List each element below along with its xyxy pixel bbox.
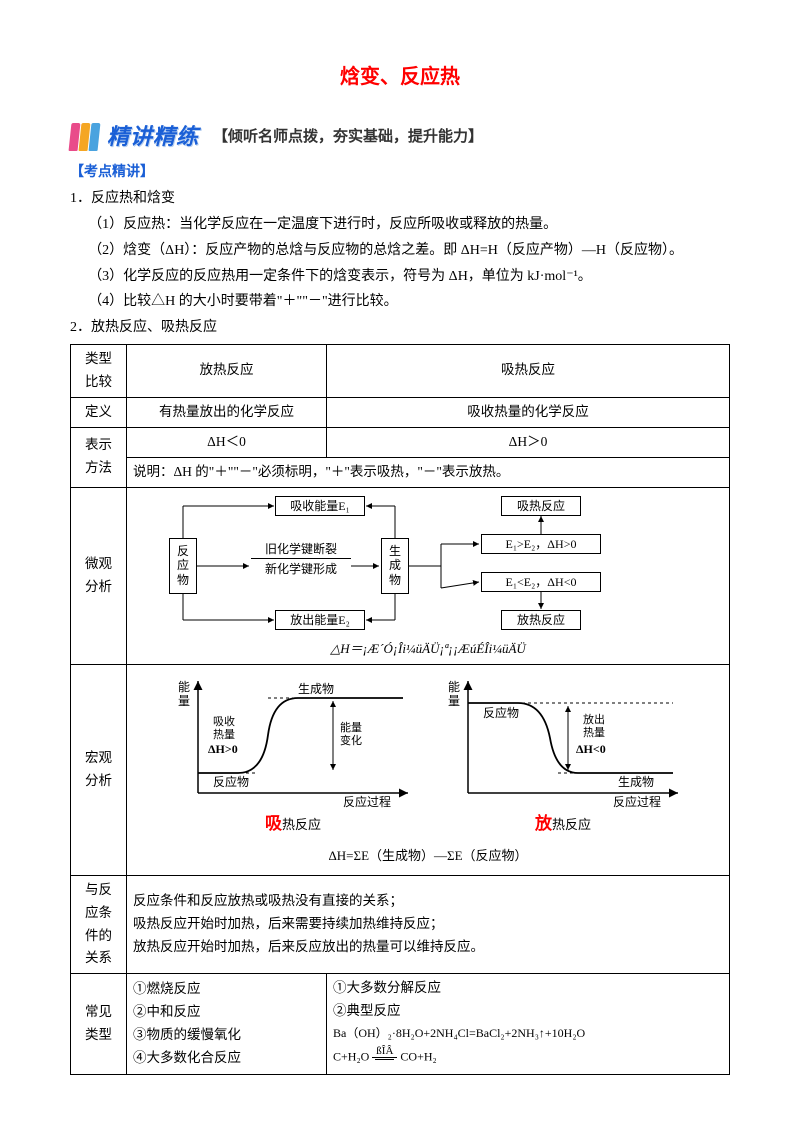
macro-charts: 能量 反应过程 生成物 反应物 吸收 热量 ΔH>0 能量 变化 [131,673,725,839]
banner-title: 精讲精练 [107,118,199,155]
svg-text:量: 量 [178,694,190,708]
svg-text:反应物: 反应物 [213,774,249,789]
table-row: 表示 方法 ΔH＜0 ΔH＞0 [71,427,730,457]
heading-2: 2．放热反应、吸热反应 [70,316,730,340]
heading-1: 1．反应热和焓变 [70,187,730,211]
svg-text:能: 能 [448,680,460,694]
endo-type-2: ②典型反应 [333,1000,723,1023]
para-1-1: （1）反应热：当化学反应在一定温度下进行时，反应所吸收或释放的热量。 [70,213,730,237]
box-exo: 放热反应 [501,610,581,630]
table-row: 说明：ΔH 的"＋""－"必须标明，"＋"表示吸热，"－"表示放热。 [71,457,730,487]
cell-endo-header: 吸热反应 [327,344,730,397]
svg-text:能量: 能量 [340,720,362,734]
box-form: 新化学键形成 [251,560,351,578]
endo-type-1: ①大多数分解反应 [333,977,723,1000]
box-cond2: E₁<E₂，ΔH<0 [481,572,601,592]
chart-exo-svg: 能量 反应过程 反应物 生成物 放出 热量 ΔH<0 [438,673,688,808]
exo-type-1: ①燃烧反应 [133,978,320,1001]
banner-subtitle: 【倾听名师点拨，夯实基础，提升能力】 [213,124,483,150]
svg-text:量: 量 [448,694,460,708]
cell-cond-label: 与反 应条 件的 关系 [71,875,127,974]
svg-text:能: 能 [178,680,190,694]
cell-method-note: 说明：ΔH 的"＋""－"必须标明，"＋"表示吸热，"－"表示放热。 [127,457,730,487]
svg-text:反应过程: 反应过程 [343,794,391,808]
svg-text:生成物: 生成物 [618,775,654,789]
svg-text:反应物: 反应物 [483,705,519,720]
page-title: 焓变、反应热 [70,60,730,94]
cell-exo-types: ①燃烧反应 ②中和反应 ③物质的缓慢氧化 ④大多数化合反应 [127,974,327,1074]
svg-text:ΔH>0: ΔH>0 [208,742,238,756]
svg-text:热量: 热量 [213,728,235,741]
chart-exo: 能量 反应过程 反应物 生成物 放出 热量 ΔH<0 放热反应 [438,673,688,839]
cell-micro-diagram: 吸收能量E₁ 反 应 物 旧化学键断裂 新化学键形成 生 成 物 放出能量E₂ … [127,487,730,664]
section-header: 【考点精讲】 [70,161,730,185]
banner: 精讲精练 【倾听名师点拨，夯实基础，提升能力】 [70,118,730,155]
svg-text:生成物: 生成物 [298,682,334,696]
table-row: 与反 应条 件的 关系 反应条件和反应放热或吸热没有直接的关系； 吸热反应开始时… [71,875,730,974]
cell-def-label: 定义 [71,397,127,427]
cell-endo-types: ①大多数分解反应 ②典型反应 Ba（OH）₂·8H₂O+2NH₄Cl=BaCl₂… [327,974,730,1074]
chart-endo-svg: 能量 反应过程 生成物 反应物 吸收 热量 ΔH>0 能量 变化 [168,673,418,808]
exo-type-4: ④大多数化合反应 [133,1047,320,1070]
para-1-3: （3）化学反应的反应热用一定条件下的焓变表示，符号为 ΔH，单位为 kJ·mol… [70,265,730,289]
box-endo: 吸热反应 [501,496,581,516]
comparison-table: 类型 比较 放热反应 吸热反应 定义 有热量放出的化学反应 吸收热量的化学反应 … [70,344,730,1075]
box-reactant: 反 应 物 [169,538,197,594]
exo-type-2: ②中和反应 [133,1001,320,1024]
svg-text:反应过程: 反应过程 [613,794,661,808]
books-icon [70,123,99,151]
table-row: 类型 比较 放热反应 吸热反应 [71,344,730,397]
macro-formula: ΔH=ΣE（生成物）—ΣE（反应物） [131,845,725,867]
para-1-4: （4）比较△H 的大小时要带着"＋""－"进行比较。 [70,290,730,314]
cell-exo-dh: ΔH＜0 [127,427,327,457]
box-break: 旧化学键断裂 [251,540,351,559]
box-absorb: 吸收能量E₁ [275,496,365,516]
cell-micro-label: 微观 分析 [71,487,127,664]
endo-type-eq1: Ba（OH）₂·8H₂O+2NH₄Cl=BaCl₂+2NH₃↑+10H₂O [333,1023,723,1043]
chart-endo: 能量 反应过程 生成物 反应物 吸收 热量 ΔH>0 能量 变化 [168,673,418,839]
cell-types-label: 常见 类型 [71,974,127,1074]
svg-text:放出: 放出 [583,712,605,726]
exo-caption: 放热反应 [438,810,688,839]
svg-text:热量: 热量 [583,726,605,739]
table-row: 定义 有热量放出的化学反应 吸收热量的化学反应 [71,397,730,427]
svg-text:ΔH<0: ΔH<0 [576,742,606,756]
para-1-2: （2）焓变（ΔH）：反应产物的总焓与反应物的总焓之差。即 ΔH=H（反应产物）—… [70,239,730,263]
table-row: 宏观 分析 能量 反应过程 生成物 反应物 [71,664,730,875]
cell-exo-def: 有热量放出的化学反应 [127,397,327,427]
box-release: 放出能量E₂ [275,610,365,630]
arrows-svg [131,496,691,636]
endo-type-eq2: C+H₂O ßÎÂ CO+H₂ [333,1044,723,1071]
svg-text:变化: 变化 [340,733,362,747]
box-cond1: E₁>E₂，ΔH>0 [481,534,601,554]
cell-endo-dh: ΔH＞0 [327,427,730,457]
cell-endo-def: 吸收热量的化学反应 [327,397,730,427]
cell-method-label: 表示 方法 [71,427,127,487]
svg-text:吸收: 吸收 [213,714,235,728]
micro-diagram: 吸收能量E₁ 反 应 物 旧化学键断裂 新化学键形成 生 成 物 放出能量E₂ … [131,496,725,656]
micro-formula: △H＝¡Æ´Ó¡Îi¼üÄÜ¡ª¡¡ÆúÉÎi¼üÄÜ [131,638,725,660]
exo-type-3: ③物质的缓慢氧化 [133,1024,320,1047]
endo-caption: 吸热反应 [168,810,418,839]
box-product: 生 成 物 [381,538,409,594]
cell-exo-header: 放热反应 [127,344,327,397]
cell-macro-diagram: 能量 反应过程 生成物 反应物 吸收 热量 ΔH>0 能量 变化 [127,664,730,875]
table-row: 微观 分析 吸收能量E₁ 反 应 物 旧化学键断裂 新化学键形成 生 成 物 放… [71,487,730,664]
cell-cond-text: 反应条件和反应放热或吸热没有直接的关系； 吸热反应开始时加热，后来需要持续加热维… [127,875,730,974]
cell-type-header: 类型 比较 [71,344,127,397]
cell-macro-label: 宏观 分析 [71,664,127,875]
table-row: 常见 类型 ①燃烧反应 ②中和反应 ③物质的缓慢氧化 ④大多数化合反应 ①大多数… [71,974,730,1074]
